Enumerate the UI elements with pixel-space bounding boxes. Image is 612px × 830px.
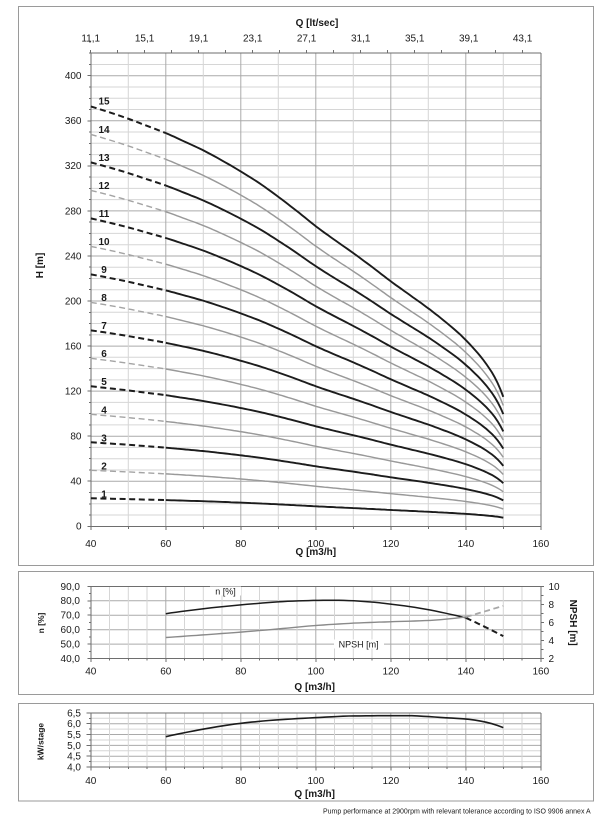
svg-text:0: 0 <box>76 522 82 533</box>
svg-text:35,1: 35,1 <box>405 34 425 45</box>
svg-text:100: 100 <box>307 539 324 550</box>
svg-text:320: 320 <box>65 161 82 172</box>
svg-text:15,1: 15,1 <box>135 34 155 45</box>
svg-text:80: 80 <box>235 776 247 787</box>
svg-text:12: 12 <box>98 181 110 192</box>
svg-text:Q [m3/h]: Q [m3/h] <box>296 547 337 558</box>
svg-text:6,5: 6,5 <box>67 708 81 719</box>
svg-text:120: 120 <box>382 776 399 787</box>
svg-text:60: 60 <box>160 539 172 550</box>
svg-text:NPSH [m]: NPSH [m] <box>567 600 578 646</box>
svg-text:n [%]: n [%] <box>215 586 236 596</box>
svg-text:4: 4 <box>101 405 107 416</box>
svg-text:Q [lt/sec]: Q [lt/sec] <box>296 18 339 29</box>
svg-text:140: 140 <box>457 539 474 550</box>
svg-text:200: 200 <box>65 296 82 307</box>
svg-text:160: 160 <box>532 667 549 678</box>
svg-text:6,0: 6,0 <box>67 719 81 730</box>
svg-text:6: 6 <box>101 349 107 360</box>
svg-text:400: 400 <box>65 71 82 82</box>
svg-text:10: 10 <box>98 237 110 248</box>
svg-text:23,1: 23,1 <box>243 34 263 45</box>
svg-text:10: 10 <box>549 582 561 593</box>
svg-text:kW/stage: kW/stage <box>36 723 46 761</box>
svg-text:40: 40 <box>70 477 82 488</box>
svg-text:80: 80 <box>235 539 247 550</box>
svg-text:1: 1 <box>101 489 107 500</box>
svg-text:140: 140 <box>457 776 474 787</box>
svg-text:4,5: 4,5 <box>67 752 81 763</box>
svg-text:100: 100 <box>307 667 324 678</box>
svg-text:60,0: 60,0 <box>61 625 81 636</box>
svg-text:280: 280 <box>65 206 82 217</box>
svg-text:100: 100 <box>307 776 324 787</box>
svg-text:160: 160 <box>532 539 549 550</box>
svg-text:8: 8 <box>549 600 555 611</box>
svg-text:15: 15 <box>98 97 110 108</box>
svg-text:4: 4 <box>549 636 555 647</box>
svg-text:80: 80 <box>70 432 82 443</box>
svg-text:8: 8 <box>101 293 107 304</box>
svg-text:27,1: 27,1 <box>297 34 317 45</box>
svg-text:5,5: 5,5 <box>67 730 81 741</box>
svg-text:60: 60 <box>160 667 172 678</box>
svg-text:240: 240 <box>65 251 82 262</box>
svg-text:7: 7 <box>101 321 107 332</box>
svg-text:31,1: 31,1 <box>351 34 371 45</box>
svg-text:2: 2 <box>549 654 555 665</box>
svg-text:360: 360 <box>65 116 82 127</box>
svg-text:40: 40 <box>85 776 97 787</box>
svg-text:5: 5 <box>101 377 107 388</box>
svg-text:4,0: 4,0 <box>67 762 81 773</box>
svg-text:H [m]: H [m] <box>35 253 46 279</box>
svg-text:Q [m3/h]: Q [m3/h] <box>294 682 335 693</box>
svg-text:n [%]: n [%] <box>36 612 46 633</box>
svg-text:50,0: 50,0 <box>61 640 81 651</box>
svg-text:60: 60 <box>160 776 172 787</box>
svg-text:70,0: 70,0 <box>61 611 81 622</box>
svg-text:Pump performance at 2900rpm wi: Pump performance at 2900rpm with relevan… <box>323 809 591 816</box>
svg-text:43,1: 43,1 <box>513 34 533 45</box>
svg-text:5,0: 5,0 <box>67 741 81 752</box>
svg-text:2: 2 <box>101 461 107 472</box>
svg-text:160: 160 <box>532 776 549 787</box>
svg-text:40: 40 <box>85 667 97 678</box>
svg-text:NPSH [m]: NPSH [m] <box>339 639 379 649</box>
svg-text:80: 80 <box>235 667 247 678</box>
svg-text:40,0: 40,0 <box>61 654 81 665</box>
svg-text:140: 140 <box>457 667 474 678</box>
svg-text:6: 6 <box>549 618 555 629</box>
svg-text:39,1: 39,1 <box>459 34 479 45</box>
svg-text:80,0: 80,0 <box>61 596 81 607</box>
svg-text:3: 3 <box>101 433 107 444</box>
svg-text:13: 13 <box>98 153 110 164</box>
svg-text:14: 14 <box>98 125 110 136</box>
svg-text:120: 120 <box>65 387 82 398</box>
svg-text:120: 120 <box>382 539 399 550</box>
svg-text:160: 160 <box>65 342 82 353</box>
svg-text:11,1: 11,1 <box>81 34 100 45</box>
svg-text:9: 9 <box>101 265 107 276</box>
svg-text:40: 40 <box>85 539 97 550</box>
svg-text:Q [m3/h]: Q [m3/h] <box>294 789 335 800</box>
svg-text:19,1: 19,1 <box>189 34 209 45</box>
svg-text:11: 11 <box>99 209 110 220</box>
svg-text:120: 120 <box>382 667 399 678</box>
svg-text:90,0: 90,0 <box>61 582 81 593</box>
